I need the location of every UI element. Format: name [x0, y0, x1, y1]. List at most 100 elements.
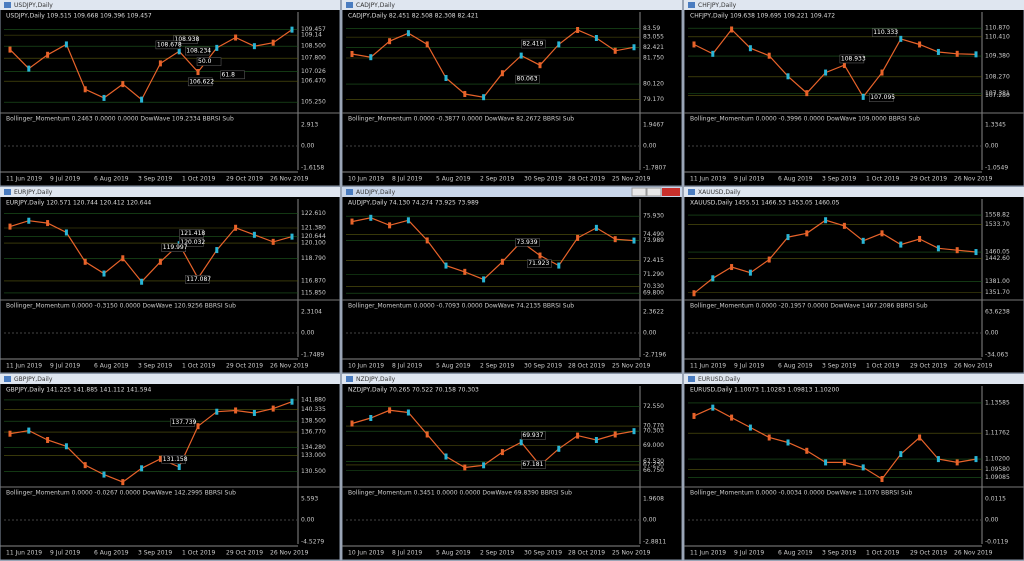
candle	[519, 52, 523, 59]
chart-window[interactable]: AUDJPY,Daily AUDJPY,Daily 74.130 74.274 7…	[341, 186, 683, 374]
date-label: 25 Nov 2019	[612, 550, 651, 557]
annotation-box	[521, 460, 546, 469]
candle	[500, 449, 504, 456]
price-label: 110.870	[985, 25, 1010, 32]
price-label: 72.415	[643, 257, 664, 264]
candle	[271, 238, 275, 245]
date-label: 29 Oct 2019	[226, 550, 263, 557]
candle	[290, 26, 294, 33]
annotation-box	[185, 275, 210, 284]
indicator-tick: 0.00	[643, 143, 657, 150]
date-label: 3 Sep 2019	[822, 550, 856, 557]
date-label: 30 Sep 2019	[524, 550, 562, 557]
date-label: 30 Sep 2019	[524, 363, 562, 370]
date-label: 5 Aug 2019	[436, 550, 471, 557]
candle	[711, 404, 715, 411]
date-label: 29 Oct 2019	[910, 363, 947, 370]
chart-window[interactable]: XAUUSD,Daily XAUUSD,Daily 1455.51 1466.53…	[683, 186, 1024, 374]
annotation-box	[220, 70, 245, 80]
price-line	[9, 401, 293, 483]
price-label: 75.930	[643, 213, 664, 220]
candle	[519, 439, 523, 446]
window-icon	[688, 2, 695, 8]
price-label: 136.770	[301, 429, 326, 436]
price-label: 120.644	[301, 233, 326, 240]
price-label: 83.055	[643, 34, 664, 41]
annotation: 67.181	[522, 461, 543, 468]
candle	[8, 430, 12, 437]
candle	[692, 290, 696, 297]
annotation-box	[170, 418, 195, 427]
chart-window[interactable]: GBPJPY,Daily GBPJPY,Daily 141.225 141.885…	[0, 373, 341, 561]
price-label: 70.330	[643, 283, 664, 290]
date-label: 1 Oct 2019	[866, 550, 899, 557]
price-line	[693, 219, 977, 294]
price-label: 109.457	[301, 26, 326, 33]
date-label: 8 Jul 2019	[392, 363, 422, 370]
date-label: 6 Aug 2019	[778, 363, 813, 370]
candle	[177, 48, 181, 55]
window-icon	[346, 189, 353, 195]
annotation: 69.937	[522, 432, 543, 439]
candle	[842, 222, 846, 229]
window-title: CADJPY,Daily	[356, 2, 395, 9]
indicator-label: Bollinger_Momentum 0.0000 -0.0267 0.0000…	[6, 490, 236, 497]
annotation: 106.622	[189, 78, 214, 85]
indicator-tick: -1.0549	[985, 165, 1008, 172]
date-label: 3 Sep 2019	[822, 176, 856, 183]
chart-window[interactable]: CHFJPY,Daily CHFJPY,Daily 109.638 109.695…	[683, 0, 1024, 187]
chart-window[interactable]: NZDJPY,Daily NZDJPY,Daily 70.265 70.522 7…	[341, 373, 683, 561]
window-frame	[341, 0, 683, 187]
price-label: 71.290	[643, 271, 664, 278]
price-line	[693, 28, 977, 98]
annotation-box	[187, 77, 213, 87]
candle	[918, 41, 922, 48]
chart-info: EURJPY,Daily 120.571 120.744 120.412 120…	[6, 200, 151, 207]
indicator-tick: 5.593	[301, 496, 318, 503]
minimize-button[interactable]	[631, 187, 647, 197]
date-label: 28 Oct 2019	[568, 550, 605, 557]
indicator-tick: 2.3622	[643, 309, 664, 316]
candle	[748, 424, 752, 431]
annotation: 108.938	[175, 36, 200, 43]
window-frame	[683, 0, 1024, 187]
date-label: 1 Oct 2019	[182, 550, 215, 557]
candle	[613, 431, 617, 438]
candle	[711, 275, 715, 282]
candle	[350, 51, 354, 57]
price-label: 79.170	[643, 96, 664, 103]
window-title: CHFJPY,Daily	[698, 2, 737, 9]
price-label: 138.500	[301, 418, 326, 425]
candle	[500, 258, 504, 265]
date-label: 26 Nov 2019	[270, 176, 309, 183]
candle	[46, 437, 50, 443]
annotation: 107.095	[870, 94, 895, 101]
chart-window[interactable]: CADJPY,Daily CADJPY,Daily 82.451 82.508 8…	[341, 0, 683, 187]
maximize-button[interactable]	[646, 187, 662, 197]
candle	[711, 50, 715, 57]
candle	[576, 234, 580, 241]
candle	[388, 38, 392, 45]
price-label: 115.850	[301, 289, 326, 296]
candle	[102, 270, 106, 277]
price-label: 109.14	[301, 32, 322, 39]
candle	[786, 439, 790, 446]
price-label: 110.410	[985, 33, 1010, 40]
annotation: 50.0	[198, 58, 212, 65]
indicator-tick: 2.3104	[301, 309, 322, 316]
candle	[252, 409, 256, 416]
close-button[interactable]	[662, 188, 680, 196]
indicator-label: Bollinger_Momentum 0.0000 -0.3877 0.0000…	[348, 116, 574, 123]
candle	[444, 75, 448, 81]
candle	[730, 414, 734, 421]
candle	[83, 258, 87, 265]
candle	[500, 70, 504, 77]
chart-window[interactable]: EURUSD,Daily EURUSD,Daily 1.10073 1.10283…	[683, 373, 1024, 561]
window-icon	[346, 376, 353, 382]
price-label: 1.10200	[985, 456, 1010, 463]
candle	[158, 455, 162, 462]
date-label: 28 Oct 2019	[568, 176, 605, 183]
chart-window[interactable]: EURJPY,Daily EURJPY,Daily 120.571 120.744…	[0, 186, 341, 374]
chart-window[interactable]: USDJPY,Daily USDJPY,Daily 109.515 109.668…	[0, 0, 341, 187]
